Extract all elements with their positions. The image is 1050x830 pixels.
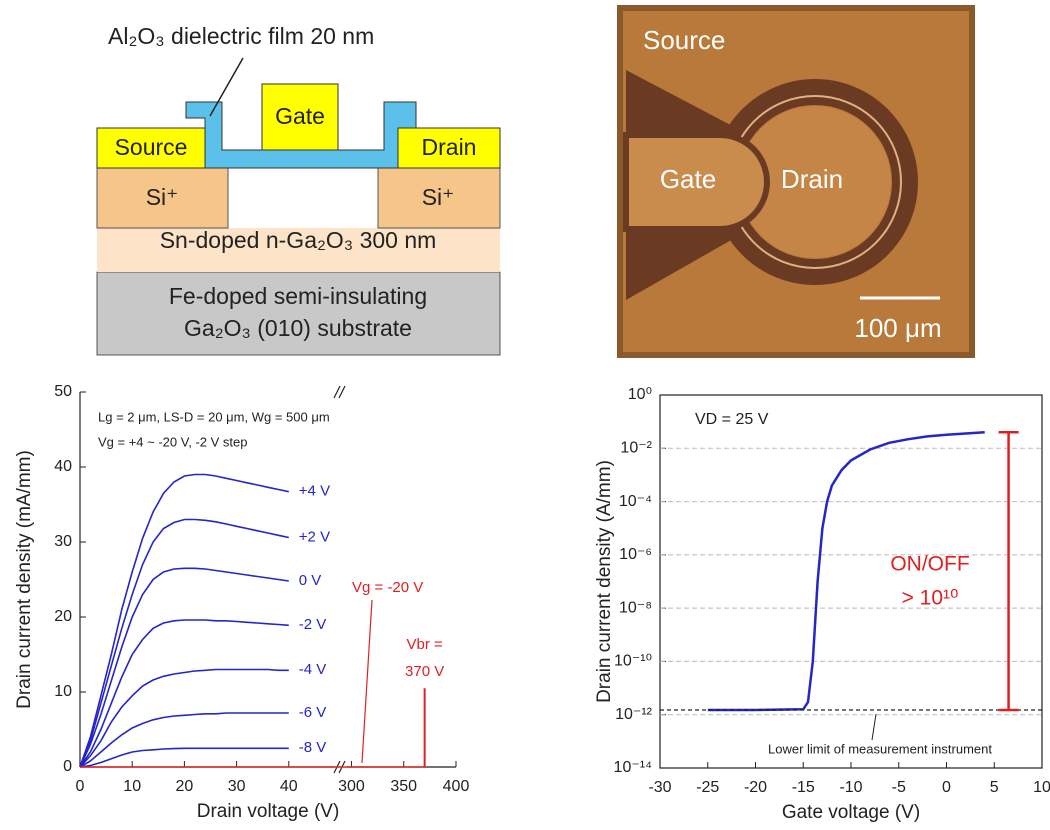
- series-line: [79, 473, 289, 768]
- x-tick-label: -20: [744, 779, 767, 796]
- micrograph: Source Gate Drain 100 μm: [617, 5, 975, 358]
- y-tick-label: 10⁻²: [620, 440, 652, 457]
- implant-label: Si⁺: [422, 184, 455, 210]
- x-tick-label: 40: [280, 778, 298, 795]
- substrate-label: Ga₂O₃ (010) substrate: [184, 315, 412, 341]
- drain-label: Drain: [422, 134, 477, 160]
- on-off-label: > 10¹⁰: [902, 587, 959, 610]
- pointer: [871, 713, 877, 741]
- x-tick-label: -25: [696, 779, 719, 796]
- breakdown-label: Vbr =: [406, 636, 443, 653]
- x-axis-label: Gate voltage (V): [782, 802, 920, 823]
- x-tick-label: 300: [338, 778, 365, 795]
- y-tick-label: 10⁻⁸: [619, 599, 652, 616]
- channel-layer: [97, 228, 500, 272]
- gate-pad: [623, 132, 770, 232]
- implant: [377, 167, 501, 229]
- series-line: [79, 619, 289, 768]
- series-line: [79, 747, 289, 768]
- substrate-label: Fe-doped semi-insulating: [169, 283, 427, 309]
- y-tick-label: 10⁻⁶: [619, 546, 652, 563]
- y-tick-label: 20: [54, 608, 72, 625]
- series-label: -6 V: [299, 704, 327, 721]
- pointer: [361, 599, 373, 764]
- breakdown-label: 370 V: [405, 663, 444, 680]
- annotation: Lg = 2 μm, LS-D = 20 μm, Wg = 500 μm: [98, 409, 330, 424]
- scale-label: 100 μm: [854, 313, 941, 343]
- series-line: [707, 430, 985, 712]
- x-tick-label: 10: [123, 778, 141, 795]
- y-tick-label: 10⁻⁴: [619, 493, 652, 510]
- y-tick-label: 10⁻¹⁴: [614, 759, 653, 776]
- series-line: [79, 712, 289, 768]
- gate-label: Gate: [275, 103, 325, 129]
- y-axis-label: Drain current density (mA/mm): [14, 450, 35, 709]
- source-contact: [96, 127, 206, 169]
- series-label: +4 V: [299, 483, 330, 500]
- x-tick-label: -30: [648, 779, 671, 796]
- y-axis-label: Drain current density (A/mm): [594, 460, 615, 703]
- series-label: -8 V: [299, 739, 327, 756]
- y-tick-label: 30: [54, 533, 72, 550]
- y-tick-label: 10⁻¹²: [615, 706, 653, 723]
- on-off-label: ON/OFF: [890, 553, 969, 576]
- x-axis-label: Drain voltage (V): [197, 801, 340, 822]
- substrate: [96, 271, 501, 356]
- series-line: [79, 567, 289, 768]
- y-tick-label: 0: [63, 758, 72, 775]
- drain-pad: [739, 106, 891, 258]
- x-tick-label: -15: [792, 779, 815, 796]
- axis-break: [338, 385, 346, 399]
- source-label: Source: [115, 134, 188, 160]
- x-tick-label: 30: [228, 778, 246, 795]
- series-label: -2 V: [299, 616, 327, 633]
- gate-contact: [261, 83, 339, 151]
- micro-gate: Gate: [660, 164, 716, 194]
- film-label: Al₂O₃ dielectric film 20 nm: [108, 23, 374, 49]
- axis-break: [333, 385, 341, 399]
- x-tick-label: 350: [390, 778, 417, 795]
- series-label: -4 V: [299, 661, 327, 678]
- y-tick-label: 40: [54, 458, 72, 475]
- y-tick-label: 10: [54, 683, 72, 700]
- y-tick-label: 10⁻¹⁰: [614, 653, 652, 670]
- plot-frame: [659, 394, 1043, 769]
- implant-label: Si⁺: [146, 184, 179, 210]
- x-tick-label: 0: [76, 778, 85, 795]
- micro-source: Source: [643, 25, 725, 55]
- series-line: [79, 668, 289, 768]
- schematic: Al₂O₃ dielectric film 20 nm Gate Source …: [96, 23, 501, 356]
- leader-line: [209, 57, 244, 117]
- x-tick-label: -5: [892, 779, 906, 796]
- y-tick-label: 10⁰: [628, 386, 652, 403]
- series-label: Vg = -20 V: [352, 579, 423, 596]
- x-tick-label: 0: [942, 779, 951, 796]
- x-tick-label: 5: [990, 779, 999, 796]
- lower-limit-label: Lower limit of measurement instrument: [768, 741, 992, 756]
- y-tick-label: 50: [54, 383, 72, 400]
- annotation: Vg = +4 ~ -20 V, -2 V step: [98, 434, 247, 449]
- micro-drain: Drain: [781, 164, 843, 194]
- x-tick-label: -10: [839, 779, 862, 796]
- series-label: 0 V: [299, 572, 322, 589]
- x-tick-label: 10: [1033, 779, 1050, 796]
- x-tick-label: 20: [176, 778, 194, 795]
- x-tick-label: 400: [443, 778, 470, 795]
- series-line: [79, 518, 289, 768]
- drain-contact: [397, 127, 501, 169]
- series-label: +2 V: [299, 528, 330, 545]
- channel-label: Sn-doped n-Ga₂O₃ 300 nm: [160, 227, 437, 253]
- annotation: VD = 25 V: [695, 411, 769, 428]
